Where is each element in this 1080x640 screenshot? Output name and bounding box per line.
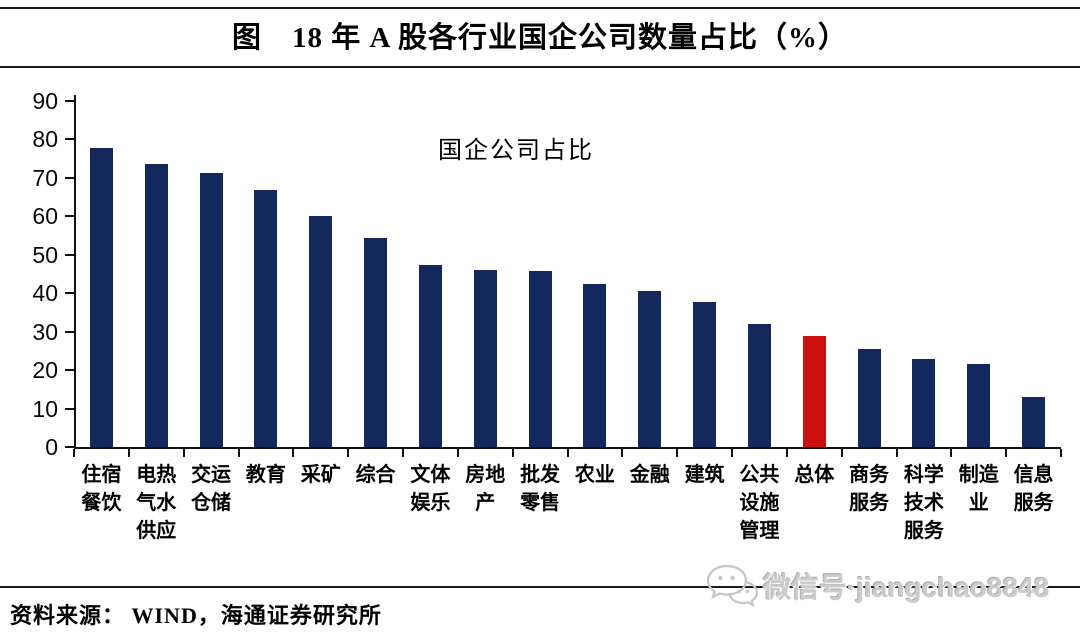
bar	[144, 163, 168, 447]
y-tick-label: 50	[32, 241, 58, 268]
category-label: 批发 零售	[520, 464, 561, 514]
category-label: 电热 气水 供应	[136, 464, 177, 542]
chart-title: 图 18 年 A 股各行业国企公司数量占比（%）	[231, 22, 849, 54]
bar	[912, 358, 936, 447]
category-label: 房地产	[465, 464, 506, 514]
x-tick	[840, 449, 843, 457]
y-tick-label: 0	[45, 434, 58, 460]
y-tick-label: 90	[32, 88, 58, 115]
x-tick	[895, 449, 898, 457]
x-tick	[292, 449, 295, 457]
bar	[309, 215, 333, 447]
y-tick	[65, 330, 74, 333]
watermark-text: 微信号·jiangchao8848	[763, 572, 1050, 603]
title-rule	[0, 66, 1080, 68]
x-tick	[73, 449, 75, 457]
x-tick	[566, 449, 569, 457]
watermark: 微信号·jiangchao8848	[705, 562, 1049, 610]
x-tick	[456, 449, 459, 457]
x-tick	[731, 449, 733, 457]
bar	[254, 190, 278, 447]
category-label: 制造业	[958, 464, 999, 514]
y-tick	[65, 100, 74, 103]
wechat-icon	[706, 564, 759, 608]
category-label: 建筑	[684, 464, 725, 486]
x-tick	[402, 449, 404, 457]
x-tick	[621, 449, 624, 457]
category-label: 交运 仓储	[191, 464, 232, 514]
y-tick-label: 10	[32, 395, 58, 422]
x-tick	[950, 449, 953, 457]
bottom-rule	[0, 586, 1080, 588]
category-label: 教育	[245, 464, 286, 486]
category-label: 公共 设施 管理	[739, 464, 780, 542]
x-tick	[347, 449, 350, 457]
y-tick	[65, 176, 74, 179]
category-label: 采矿	[300, 464, 341, 486]
x-tick	[785, 449, 788, 457]
bar	[1022, 397, 1046, 447]
bar	[583, 284, 607, 447]
bar-highlight	[802, 335, 826, 447]
x-tick	[1005, 449, 1008, 457]
bar	[638, 290, 662, 447]
x-tick	[237, 449, 240, 457]
source-note: 资料来源： WIND，海通证券研究所	[10, 603, 382, 628]
bar	[857, 349, 881, 447]
x-tick	[1060, 449, 1062, 457]
category-label: 信息 服务	[1013, 464, 1054, 514]
bar	[89, 147, 113, 447]
x-tick	[676, 449, 679, 457]
category-label: 综合	[355, 464, 396, 486]
category-label: 农业	[574, 464, 615, 486]
y-tick-label: 20	[32, 357, 58, 384]
y-tick-label: 70	[32, 164, 58, 191]
x-axis-line	[74, 447, 1061, 449]
top-rule	[0, 7, 1080, 9]
category-label: 商务 服务	[849, 464, 890, 514]
category-label: 文体 娱乐	[410, 464, 451, 514]
y-axis-line	[74, 95, 76, 448]
category-label: 金融	[629, 464, 670, 486]
bar	[199, 173, 223, 447]
y-tick	[65, 446, 74, 448]
category-label: 总体	[794, 464, 835, 486]
bar	[528, 271, 552, 447]
category-label: 科学 技术 服务	[903, 464, 944, 542]
bar	[967, 363, 991, 447]
y-tick	[65, 369, 74, 372]
y-tick-label: 60	[32, 203, 58, 230]
y-tick-label: 80	[32, 126, 58, 153]
bar	[418, 264, 442, 447]
y-tick	[65, 407, 74, 410]
x-tick	[182, 449, 185, 457]
bar	[473, 270, 497, 447]
series-label: 国企公司占比	[438, 138, 594, 164]
x-tick	[127, 449, 130, 457]
y-tick-label: 30	[32, 318, 58, 345]
bar	[364, 237, 388, 447]
y-tick-label: 40	[32, 280, 58, 307]
y-tick	[65, 253, 74, 256]
bar	[747, 323, 771, 447]
category-label: 住宿 餐饮	[81, 464, 122, 514]
x-tick	[511, 449, 514, 457]
bar	[693, 302, 717, 447]
y-tick	[65, 138, 74, 141]
y-tick	[65, 292, 74, 295]
y-tick	[65, 215, 74, 218]
